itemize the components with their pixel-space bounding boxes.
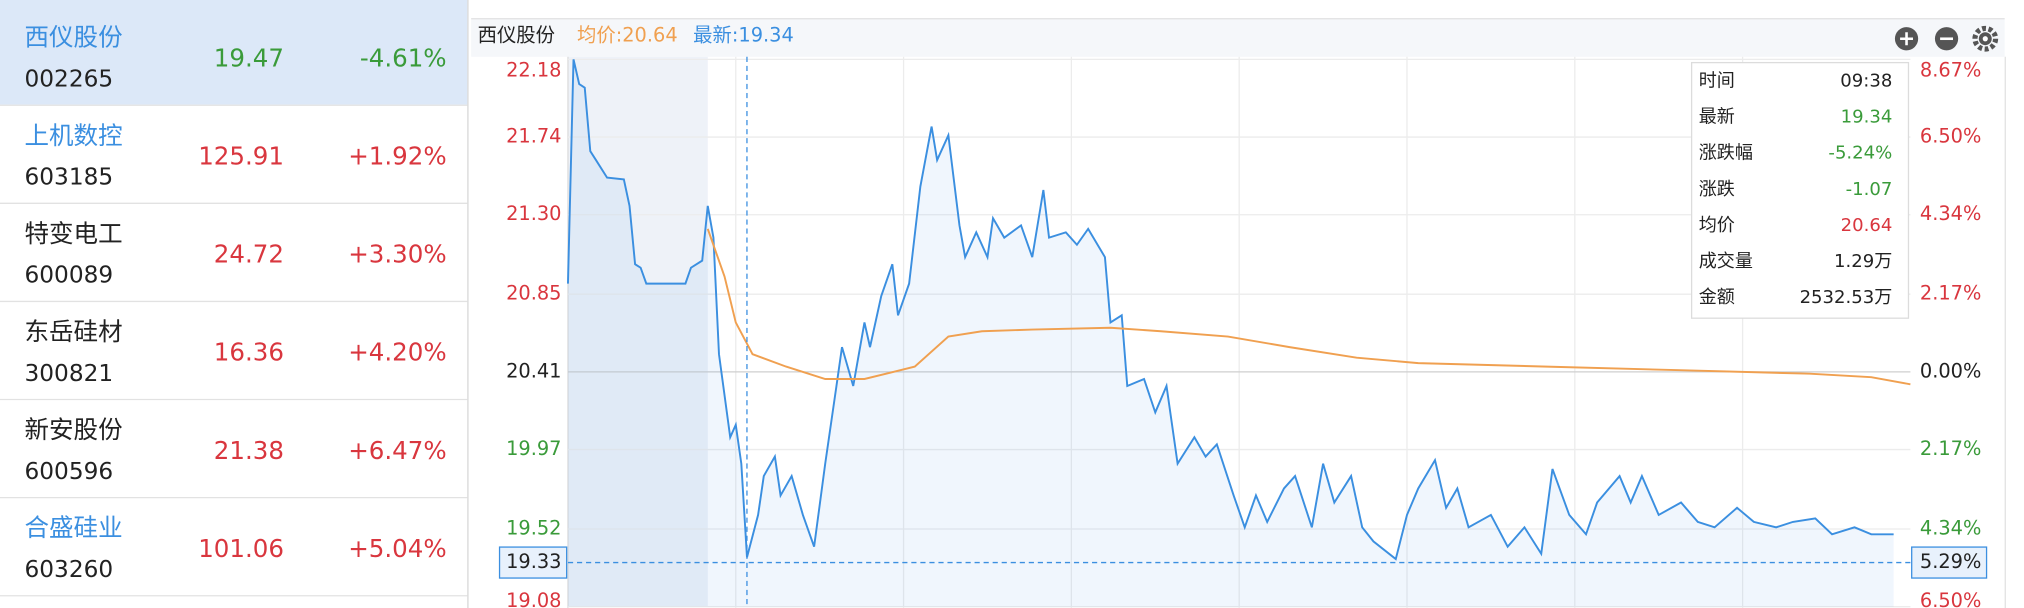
tooltip-value: 1.29万 xyxy=(1834,251,1892,272)
chart-title: 西仪股份 xyxy=(478,24,555,47)
tooltip-value: 2532.53万 xyxy=(1800,287,1893,308)
tooltip-label: 涨跌幅 xyxy=(1699,143,1753,164)
y2-tick-label: 8.67% xyxy=(1920,59,1982,82)
stock-name: 东岳硅材 xyxy=(25,317,123,346)
stock-row[interactable]: 合盛硅业 603260 101.06 +5.04% xyxy=(0,513,468,597)
crosshair-price-box xyxy=(498,546,568,579)
stock-row[interactable]: 西仪股份 002265 19.47 -4.61% xyxy=(0,0,468,106)
stock-row[interactable]: 东岳硅材 300821 16.36 +4.20% xyxy=(0,317,468,401)
stock-name: 合盛硅业 xyxy=(25,513,123,542)
y-tick-label: 21.74 xyxy=(506,125,561,148)
y2-tick-label: 6.50% xyxy=(1920,125,1982,148)
stock-price: 21.38 xyxy=(214,436,284,465)
tooltip-value: -1.07 xyxy=(1846,179,1893,200)
y2-tick-label: 4.34% xyxy=(1920,202,1982,225)
y-tick-label: 20.85 xyxy=(506,282,561,305)
chart-header xyxy=(471,18,2005,57)
stock-code: 002265 xyxy=(25,66,114,93)
stock-price: 24.72 xyxy=(214,240,284,269)
y-tick-label: 19.08 xyxy=(506,589,561,608)
crosshair-pct-box xyxy=(1911,546,1988,579)
crosshair-price-label: 19.33 xyxy=(506,550,561,573)
stock-row[interactable]: 新安股份 600596 21.38 +6.47% xyxy=(0,415,468,499)
stock-name: 特变电工 xyxy=(25,219,123,248)
stock-row[interactable]: 上机数控 603185 125.91 +1.92% xyxy=(0,121,468,204)
stock-name: 西仪股份 xyxy=(25,23,123,52)
y-tick-label: 19.52 xyxy=(506,517,561,540)
tooltip-value: 19.34 xyxy=(1841,106,1893,127)
stock-change: +1.92% xyxy=(348,141,446,170)
stock-code: 600089 xyxy=(25,262,114,289)
y2-tick-label: 4.34% xyxy=(1920,517,1982,540)
y-tick-label: 21.30 xyxy=(506,202,561,225)
stock-list: 西仪股份 002265 19.47 -4.61% 上机数控 603185 125.91 +1.… xyxy=(0,0,468,597)
stock-change: +3.30% xyxy=(348,240,446,269)
legend-item: 均价:20.64 xyxy=(577,24,678,47)
tooltip-value: 20.64 xyxy=(1841,215,1893,236)
stock-price: 19.47 xyxy=(214,43,284,72)
crosshair-pct-label: 5.29% xyxy=(1920,550,1982,573)
zoom-out-button[interactable] xyxy=(1934,27,1959,51)
y2-tick-label: 6.50% xyxy=(1920,589,1982,608)
tooltip-box xyxy=(1690,61,1910,319)
y-tick-label: 19.97 xyxy=(506,437,561,460)
tooltip-value: 09:38 xyxy=(1840,70,1892,91)
series-line xyxy=(706,228,1911,386)
stock-name: 上机数控 xyxy=(25,121,123,150)
row-highlight xyxy=(0,0,468,105)
stock-code: 603260 xyxy=(25,556,114,583)
y2-tick-label: 2.17% xyxy=(1920,282,1982,305)
tooltip-label: 金额 xyxy=(1699,287,1735,308)
stock-code: 300821 xyxy=(25,360,114,387)
stock-price: 101.06 xyxy=(198,534,284,563)
intraday-chart: 均价:20.64 最新:19.34 22.18 8.67% 21.74 6.50% 21.3… xyxy=(498,24,1988,608)
y2-tick-label: 0.00% xyxy=(1920,359,1982,382)
stock-price: 125.91 xyxy=(198,141,284,170)
stock-change: +4.20% xyxy=(348,338,446,367)
stock-code: 603185 xyxy=(25,164,114,191)
stock-code: 600596 xyxy=(25,458,114,485)
pre-session-shade xyxy=(567,56,708,607)
stock-row[interactable]: 特变电工 600089 24.72 +3.30% xyxy=(0,219,468,303)
y2-tick-label: 2.17% xyxy=(1920,437,1982,460)
price-area xyxy=(567,59,1894,607)
stock-name: 新安股份 xyxy=(25,415,123,444)
stock-change: -4.61% xyxy=(360,43,447,72)
tooltip-value: -5.24% xyxy=(1828,143,1892,164)
zoom-in-button[interactable] xyxy=(1894,27,1919,51)
tooltip-label: 时间 xyxy=(1699,70,1735,91)
stock-change: +6.47% xyxy=(348,436,446,465)
tooltip-label: 成交量 xyxy=(1699,251,1753,272)
tooltip-label: 均价 xyxy=(1699,215,1735,236)
series-line xyxy=(566,59,1894,561)
y-tick-label: 22.18 xyxy=(506,59,561,82)
y-tick-label: 20.41 xyxy=(506,359,561,382)
tooltip-label: 涨跌 xyxy=(1699,179,1735,200)
stock-change: +5.04% xyxy=(348,534,446,563)
legend-item: 最新:19.34 xyxy=(693,24,794,47)
stock-price: 16.36 xyxy=(214,338,284,367)
tooltip-label: 最新 xyxy=(1699,106,1735,127)
